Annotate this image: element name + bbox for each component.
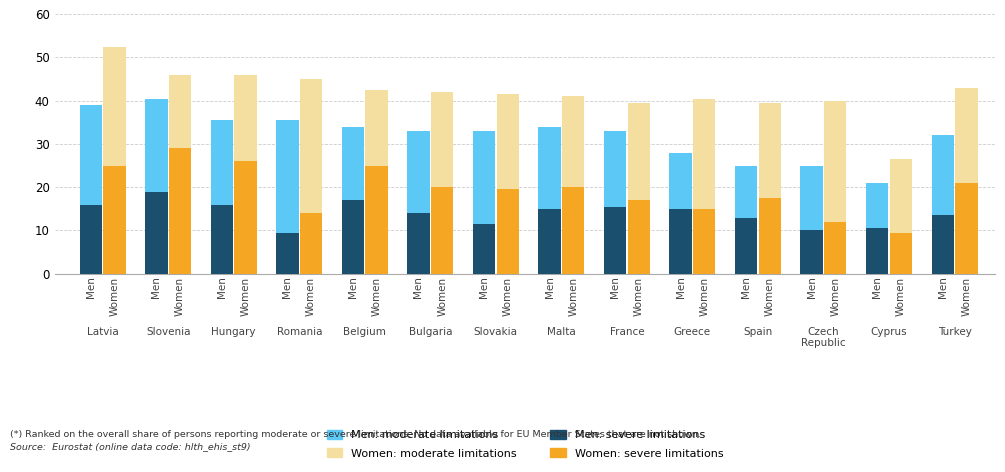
Bar (366, 166, 388, 274)
Bar (562, 187, 584, 274)
Bar (104, 166, 126, 274)
Bar (145, 192, 168, 274)
Bar (562, 96, 584, 187)
Text: Spain: Spain (744, 327, 773, 337)
Bar (496, 94, 519, 189)
Bar (299, 213, 323, 274)
Bar (234, 75, 256, 161)
Bar (407, 131, 429, 213)
Bar (759, 103, 781, 198)
Bar (539, 126, 561, 209)
Bar (824, 222, 846, 274)
Bar (472, 224, 495, 274)
Text: Source:  Eurostat (online data code: hlth_ehis_st9): Source: Eurostat (online data code: hlth… (10, 442, 250, 451)
Bar (669, 152, 691, 209)
Text: Latvia: Latvia (86, 327, 119, 337)
Bar (299, 79, 323, 213)
Text: Slovakia: Slovakia (473, 327, 518, 337)
Text: Slovenia: Slovenia (146, 327, 191, 337)
Bar (669, 209, 691, 274)
Bar (800, 230, 823, 274)
Bar (431, 187, 453, 274)
Bar (276, 233, 298, 274)
Bar (496, 189, 519, 274)
Text: (*) Ranked on the overall share of persons reporting moderate or severe limitati: (*) Ranked on the overall share of perso… (10, 430, 700, 438)
Text: Greece: Greece (673, 327, 711, 337)
Bar (866, 228, 888, 274)
Text: Turkey: Turkey (938, 327, 972, 337)
Text: Malta: Malta (547, 327, 576, 337)
Bar (211, 204, 233, 274)
Bar (759, 198, 781, 274)
Bar (932, 135, 954, 215)
Bar (211, 120, 233, 204)
Text: Bulgaria: Bulgaria (409, 327, 452, 337)
Bar (431, 92, 453, 187)
Bar (866, 183, 888, 228)
Text: Romania: Romania (276, 327, 322, 337)
Text: France: France (610, 327, 644, 337)
Bar (472, 131, 495, 224)
Bar (955, 88, 978, 183)
Bar (234, 161, 256, 274)
Bar (800, 166, 823, 230)
Bar (735, 218, 757, 274)
Bar (932, 215, 954, 274)
Legend: Men: moderate limitations, Women: moderate limitations, Men: severe limitations,: Men: moderate limitations, Women: modera… (327, 430, 724, 459)
Bar (604, 207, 626, 274)
Text: Czech
Republic: Czech Republic (801, 327, 846, 348)
Bar (366, 90, 388, 166)
Bar (604, 131, 626, 207)
Bar (693, 209, 716, 274)
Text: Belgium: Belgium (344, 327, 386, 337)
Bar (539, 209, 561, 274)
Bar (889, 159, 912, 233)
Bar (735, 166, 757, 218)
Bar (342, 200, 364, 274)
Bar (407, 213, 429, 274)
Bar (627, 103, 650, 200)
Bar (276, 120, 298, 233)
Bar (889, 233, 912, 274)
Text: Hungary: Hungary (211, 327, 256, 337)
Bar (169, 75, 191, 148)
Bar (342, 126, 364, 200)
Bar (955, 183, 978, 274)
Bar (693, 99, 716, 209)
Text: Cyprus: Cyprus (870, 327, 908, 337)
Bar (627, 200, 650, 274)
Bar (79, 105, 102, 204)
Bar (79, 204, 102, 274)
Bar (169, 148, 191, 274)
Bar (824, 101, 846, 222)
Bar (145, 99, 168, 192)
Bar (104, 47, 126, 166)
